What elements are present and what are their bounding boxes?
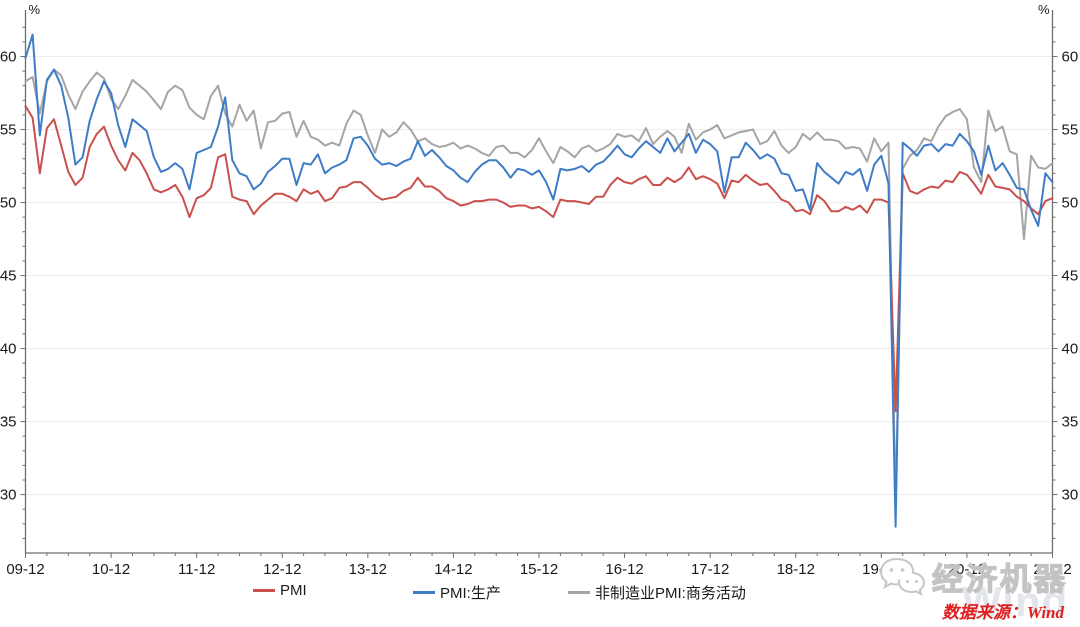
svg-text:21-12: 21-12 — [1033, 561, 1071, 578]
legend-item-pmi: PMI — [253, 582, 307, 599]
legend-line-pmi-production-swatch — [413, 591, 435, 594]
svg-text:30: 30 — [1062, 487, 1079, 504]
svg-text:60: 60 — [1062, 49, 1079, 66]
svg-text:16-12: 16-12 — [605, 561, 643, 578]
legend-item-nonmfg-pmi: 非制造业PMI:商务活动 — [568, 582, 746, 603]
chart-legend: PMI PMI:生产 非制造业PMI:商务活动 — [0, 582, 1080, 608]
svg-text:11-12: 11-12 — [178, 561, 215, 578]
svg-text:19-12: 19-12 — [862, 561, 900, 578]
svg-text:14-12: 14-12 — [434, 561, 472, 578]
svg-text:35: 35 — [1062, 414, 1079, 431]
svg-text:45: 45 — [0, 268, 17, 285]
svg-text:50: 50 — [1062, 195, 1079, 212]
legend-label-pmi: PMI — [280, 582, 307, 599]
svg-text:%: % — [29, 2, 41, 17]
svg-text:12-12: 12-12 — [263, 561, 301, 578]
legend-label-nonmfg-pmi: 非制造业PMI:商务活动 — [595, 585, 746, 602]
svg-text:15-12: 15-12 — [520, 561, 558, 578]
svg-text:60: 60 — [0, 49, 17, 66]
svg-text:55: 55 — [1062, 122, 1079, 139]
svg-text:10-12: 10-12 — [92, 561, 130, 578]
legend-line-nonmfg-pmi-swatch — [568, 591, 590, 594]
svg-text:55: 55 — [0, 122, 17, 139]
svg-text:13-12: 13-12 — [349, 561, 387, 578]
legend-line-pmi-swatch — [253, 589, 275, 592]
legend-label-pmi-production: PMI:生产 — [440, 585, 501, 602]
data-source-label: 数据来源：Wind — [941, 603, 1064, 622]
legend-item-pmi-production: PMI:生产 — [413, 582, 501, 603]
svg-text:%: % — [1038, 2, 1050, 17]
svg-text:40: 40 — [1062, 341, 1079, 358]
svg-text:50: 50 — [0, 195, 17, 212]
svg-text:45: 45 — [1062, 268, 1079, 285]
svg-text:30: 30 — [0, 487, 17, 504]
svg-text:20-12: 20-12 — [948, 561, 986, 578]
svg-text:35: 35 — [0, 414, 17, 431]
svg-text:17-12: 17-12 — [691, 561, 729, 578]
svg-text:40: 40 — [0, 341, 17, 358]
svg-text:18-12: 18-12 — [777, 561, 815, 578]
wind-watermark: Wind — [962, 578, 1069, 625]
svg-text:09-12: 09-12 — [6, 561, 44, 578]
